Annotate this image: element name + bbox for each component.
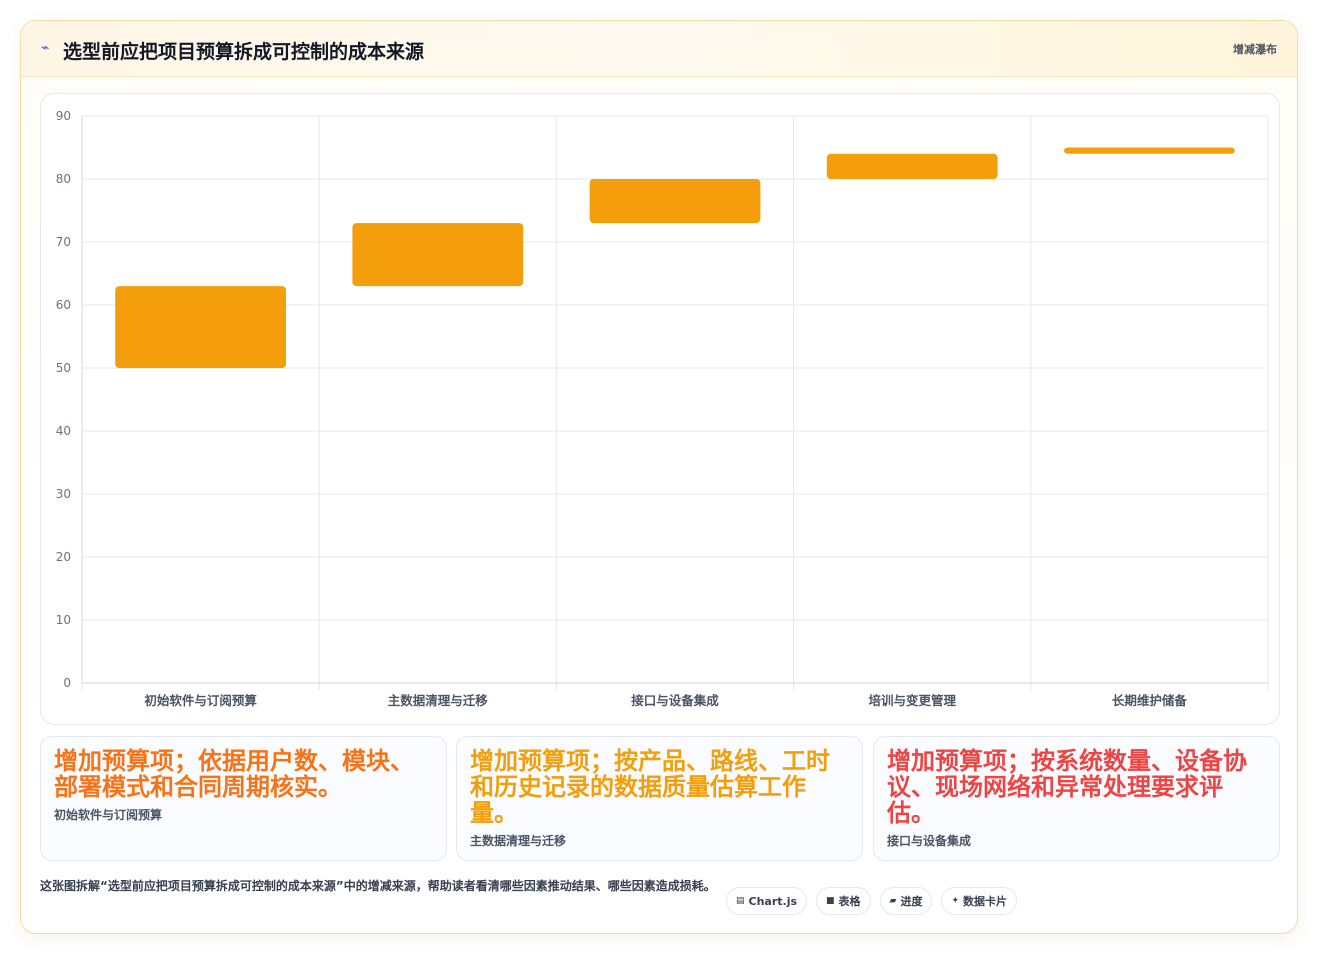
waterfall-bar — [589, 179, 761, 224]
waterfall-chart: 0 10 20 30 40 50 60 70 80 90 初始软件与订阅预算 主数据清理与迁移 接口与设… — [56, 109, 1269, 708]
x-tick-label: 主数据清理与迁移 — [388, 693, 489, 708]
chip-data-card[interactable]: ✦ 数据卡片 — [941, 887, 1018, 915]
waterfall-bar — [352, 223, 524, 287]
chart-icon: ▤ — [736, 896, 745, 906]
chip-label: 进度 — [900, 895, 923, 908]
x-tick-label: 初始软件与订阅预算 — [144, 693, 257, 708]
lightning-icon: ⌁ — [41, 40, 50, 56]
y-tick-label: 40 — [56, 424, 71, 438]
progress-icon: ▰ — [889, 896, 897, 906]
note-label: 接口与设备集成 — [887, 834, 972, 848]
chart-description: 这张图拆解“选型前应把项目预算拆成可控制的成本来源”中的增减来源，帮助读者看清哪… — [40, 879, 716, 893]
table-icon: ■ — [826, 896, 835, 906]
y-tick-label: 90 — [56, 109, 71, 123]
y-tick-label: 70 — [56, 235, 71, 249]
note-card-3: 增加预算项；按系统数量、设备协议、现场网络和异常处理要求评估。 接口与设备集成 — [873, 736, 1280, 861]
y-tick-label: 60 — [56, 298, 71, 312]
waterfall-bar — [115, 286, 286, 368]
note-text: 增加预算项；依据用户数、模块、部署模式和合同周期核实。 — [54, 747, 414, 801]
y-tick-label: 30 — [56, 487, 71, 501]
x-tick-label: 长期维护储备 — [1112, 693, 1188, 708]
note-label: 主数据清理与迁移 — [470, 834, 567, 848]
note-text: 增加预算项；按产品、路线、工时和历史记录的数据质量估算工作量。 — [470, 747, 830, 827]
note-card-1: 增加预算项；依据用户数、模块、部署模式和合同周期核实。 初始软件与订阅预算 — [40, 736, 447, 861]
note-text: 增加预算项；按系统数量、设备协议、现场网络和异常处理要求评估。 — [887, 747, 1247, 827]
chip-label: 表格 — [838, 895, 861, 908]
x-tick-label: 培训与变更管理 — [868, 693, 956, 708]
main-card: ⌁ 选型前应把项目预算拆成可控制的成本来源 增减瀑布 0 10 20 30 40 50 60… — [20, 20, 1298, 934]
y-tick-label: 10 — [56, 613, 71, 627]
y-tick-label: 0 — [63, 676, 71, 690]
card-header: ⌁ 选型前应把项目预算拆成可控制的成本来源 增减瀑布 — [21, 21, 1297, 77]
chip-table[interactable]: ■ 表格 — [816, 887, 871, 915]
waterfall-bar — [826, 153, 998, 179]
note-label: 初始软件与订阅预算 — [54, 808, 163, 822]
chart-panel: 0 10 20 30 40 50 60 70 80 90 初始软件与订阅预算 主数据清理与迁移 接口与设… — [40, 93, 1280, 725]
chip-row: ▤ Chart.js ■ 表格 ▰ 进度 ✦ 数据卡片 — [726, 887, 1018, 915]
chip-progress[interactable]: ▰ 进度 — [879, 887, 933, 915]
x-tick-label: 接口与设备集成 — [631, 693, 719, 708]
note-card-2: 增加预算项；按产品、路线、工时和历史记录的数据质量估算工作量。 主数据清理与迁移 — [456, 736, 863, 861]
page-title: 选型前应把项目预算拆成可控制的成本来源 — [63, 41, 425, 63]
waterfall-bar — [1064, 147, 1235, 154]
chip-label: Chart.js — [748, 894, 798, 908]
chart-type-tag: 增减瀑布 — [1233, 43, 1277, 56]
y-tick-label: 20 — [56, 550, 71, 564]
y-tick-label: 80 — [56, 172, 71, 186]
y-tick-label: 50 — [56, 361, 71, 375]
chip-label: 数据卡片 — [963, 895, 1008, 908]
sparkle-icon: ✦ — [951, 896, 960, 906]
chip-chartjs[interactable]: ▤ Chart.js — [726, 887, 808, 915]
